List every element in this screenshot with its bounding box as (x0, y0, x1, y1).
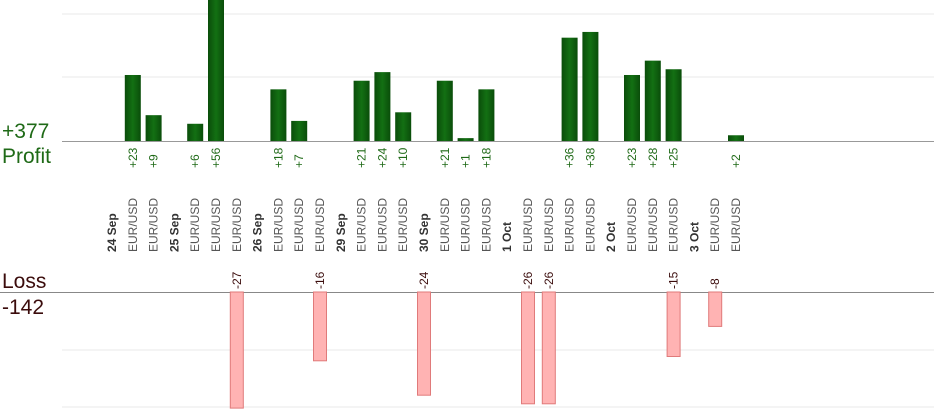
profit-bar (353, 80, 370, 141)
pair-label: EUR/USD (313, 198, 327, 252)
loss-bar (313, 291, 327, 362)
loss-bar (229, 291, 244, 409)
loss-bar (417, 291, 431, 396)
pair-label: EUR/USD (438, 198, 452, 252)
profit-bar (395, 112, 412, 141)
date-label: 29 Sep (334, 213, 348, 252)
loss-value-label: -24 (417, 271, 431, 289)
profit-value-label: +18 (271, 147, 285, 168)
pair-label: EUR/USD (708, 198, 722, 252)
profit-bar (124, 74, 141, 141)
profit-value-label: +24 (375, 147, 389, 168)
profit-value-label: +9 (147, 154, 161, 168)
profit-value-label: +21 (438, 147, 452, 168)
loss-label: Loss (2, 270, 47, 293)
loss-value-label: -26 (542, 271, 556, 289)
profit-bar (665, 69, 682, 141)
loss-value-label: -27 (230, 271, 244, 289)
pair-label: EUR/USD (729, 198, 743, 252)
profit-bar (208, 0, 224, 141)
date-label: 3 Oct (687, 222, 701, 252)
loss-value-label: -8 (708, 278, 722, 289)
loss-bar (708, 291, 723, 327)
pair-label: EUR/USD (521, 198, 535, 252)
date-label: 30 Sep (417, 213, 431, 252)
profit-bar (624, 74, 640, 141)
profit-bar (457, 138, 474, 141)
profit-value-label: +7 (292, 154, 306, 168)
profit-value-label: +6 (188, 154, 202, 168)
date-label: 2 Oct (604, 222, 618, 252)
pair-label: EUR/USD (355, 198, 369, 252)
pair-label: EUR/USD (646, 198, 660, 252)
profit-bar (291, 120, 308, 141)
loss-bar (521, 291, 535, 405)
pair-label: EUR/USD (271, 198, 285, 252)
pair-label: EUR/USD (396, 198, 410, 252)
loss-value-label: -26 (521, 271, 535, 289)
profit-value-label: +36 (563, 147, 577, 168)
pair-label: EUR/USD (583, 198, 597, 252)
pair-label: EUR/USD (667, 198, 681, 252)
date-label: 26 Sep (251, 213, 265, 252)
pair-label: EUR/USD (230, 198, 244, 252)
profit-bar (644, 60, 661, 141)
pair-label: EUR/USD (542, 198, 556, 252)
profit-value-label: +2 (729, 154, 743, 168)
loss-bar (666, 291, 681, 357)
profit-value-label: +23 (126, 147, 140, 168)
pair-label: EUR/USD (459, 198, 473, 252)
loss-bar (541, 291, 556, 405)
pair-label: EUR/USD (625, 198, 639, 252)
profit-value-label: +38 (583, 147, 597, 168)
profit-bar (561, 37, 578, 141)
profit-value-label: +25 (667, 147, 681, 168)
loss-value-label: -16 (313, 271, 327, 289)
pair-label: EUR/USD (188, 198, 202, 252)
pair-label: EUR/USD (375, 198, 389, 252)
profit-bar (436, 80, 453, 141)
profit-bar (374, 72, 391, 141)
loss-total: -142 (2, 296, 45, 319)
profit-total: +377 (2, 120, 50, 143)
profit-bar (187, 123, 204, 141)
pair-label: EUR/USD (292, 198, 306, 252)
profit-value-label: +28 (646, 147, 660, 168)
profit-value-label: +56 (209, 147, 223, 168)
date-label: 1 Oct (500, 222, 514, 252)
profit-value-label: +23 (625, 147, 639, 168)
profit-bar (582, 31, 599, 141)
date-label: 25 Sep (167, 213, 181, 252)
profit-value-label: +10 (396, 147, 410, 168)
profit-label: Profit (2, 145, 52, 168)
profit-bar (270, 89, 287, 141)
loss-value-label: -15 (667, 271, 681, 289)
pair-label: EUR/USD (126, 198, 140, 252)
profit-value-label: +1 (459, 154, 473, 168)
profit-bar (728, 135, 744, 141)
pair-label: EUR/USD (147, 198, 161, 252)
profit-bar (145, 115, 162, 141)
pair-label: EUR/USD (479, 198, 493, 252)
profit-value-label: +18 (479, 147, 493, 168)
date-label: 24 Sep (105, 213, 119, 252)
pair-label: EUR/USD (209, 198, 223, 252)
profit-bar (478, 89, 495, 141)
profit-value-label: +21 (355, 147, 369, 168)
pair-label: EUR/USD (563, 198, 577, 252)
